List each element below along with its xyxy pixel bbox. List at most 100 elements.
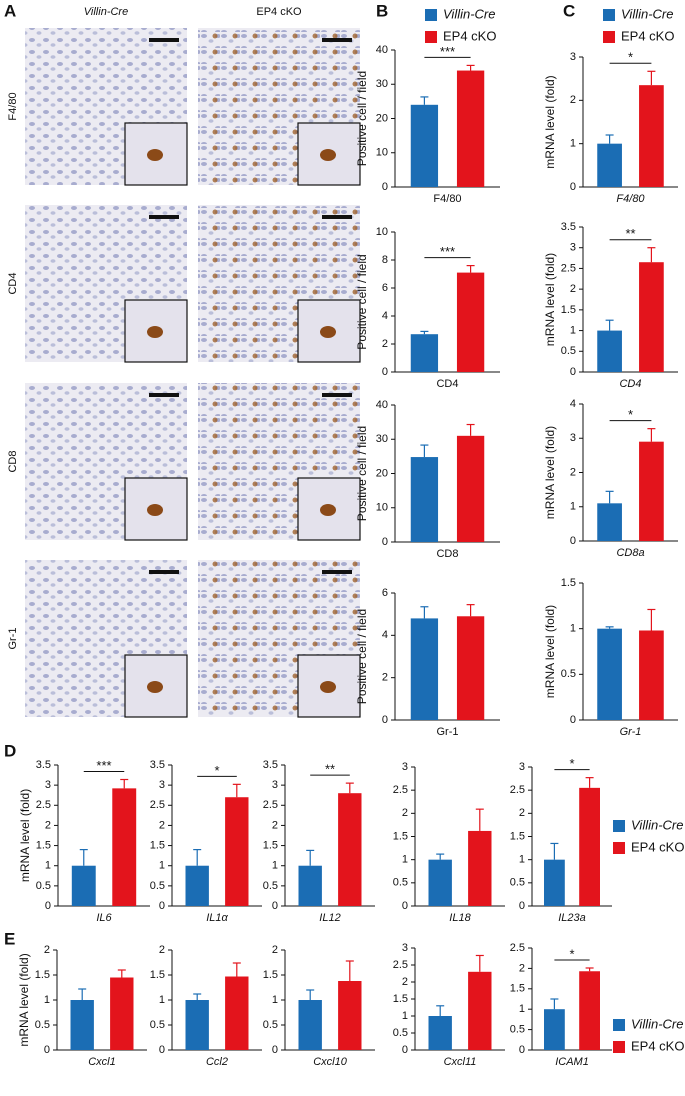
- x-axis-label: IL18: [449, 912, 471, 924]
- y-tick-label: 0: [382, 714, 388, 726]
- y-axis-label: mRNA level (fold): [543, 605, 557, 698]
- y-tick-label: 0.5: [510, 877, 525, 889]
- x-axis-label: Gr-1: [437, 726, 459, 738]
- y-tick-label: 0.5: [35, 1019, 50, 1031]
- y-tick-label: 3: [45, 779, 51, 791]
- y-axis-label: mRNA level (fold): [543, 253, 557, 346]
- x-axis-label: ICAM1: [555, 1056, 589, 1068]
- y-tick-label: 0: [570, 535, 576, 547]
- y-tick-label: 2: [159, 819, 165, 831]
- bar: [71, 865, 96, 906]
- y-tick-label: 0.5: [36, 880, 51, 892]
- row-label: CD4: [7, 272, 19, 294]
- bar: [410, 334, 439, 372]
- y-tick-label: 2: [570, 283, 576, 295]
- bar: [110, 977, 134, 1050]
- bar: [338, 981, 362, 1050]
- bar: [185, 865, 209, 906]
- bar: [185, 1000, 209, 1050]
- y-tick-label: 1.5: [35, 969, 50, 981]
- x-axis-label: CD8a: [616, 547, 644, 559]
- inset-cell: [320, 504, 336, 516]
- x-axis-label: Cxcl10: [313, 1056, 348, 1068]
- y-tick-label: 1: [570, 623, 576, 635]
- x-axis-label: Ccl2: [206, 1056, 228, 1068]
- y-tick-label: 0: [44, 1044, 50, 1056]
- y-tick-label: 1.5: [561, 304, 576, 316]
- x-axis-label: IL6: [96, 912, 112, 924]
- y-tick-label: 0.5: [150, 880, 165, 892]
- x-axis-label: Cxcl1: [88, 1056, 116, 1068]
- x-axis-label: Gr-1: [620, 726, 642, 738]
- legend-swatch: [613, 1019, 625, 1031]
- y-tick-label: 1.5: [393, 993, 408, 1005]
- bar: [428, 1016, 452, 1050]
- row-label: Gr-1: [7, 628, 19, 650]
- y-tick-label: 2: [272, 819, 278, 831]
- y-tick-label: 2: [570, 466, 576, 478]
- bar: [456, 435, 485, 542]
- y-tick-label: 2.5: [510, 942, 525, 954]
- panel-label: E: [4, 929, 15, 948]
- legend-label: Villin-Cre: [443, 6, 496, 21]
- y-tick-label: 2: [272, 944, 278, 956]
- legend-swatch: [425, 9, 437, 21]
- y-tick-label: 1.5: [510, 983, 525, 995]
- y-tick-label: 0.5: [263, 880, 278, 892]
- y-tick-label: 3: [402, 942, 408, 954]
- panel-label: B: [376, 1, 388, 20]
- y-tick-label: 10: [376, 502, 388, 514]
- bar: [468, 830, 492, 906]
- y-tick-label: 1: [159, 994, 165, 1006]
- y-tick-label: 2: [519, 807, 525, 819]
- x-axis-label: IL1α: [206, 912, 228, 924]
- y-tick-label: 0: [402, 1044, 408, 1056]
- y-tick-label: 0: [519, 900, 525, 912]
- y-tick-label: 0.5: [150, 1019, 165, 1031]
- y-tick-label: 1: [44, 994, 50, 1006]
- column-label: EP4 cKO: [256, 6, 302, 18]
- y-tick-label: 2.5: [561, 262, 576, 274]
- bar: [597, 628, 622, 720]
- y-tick-label: 3: [402, 761, 408, 773]
- bar: [428, 859, 452, 906]
- y-tick-label: 0: [570, 714, 576, 726]
- legend-label: EP4 cKO: [621, 28, 674, 43]
- y-tick-label: 1: [519, 1003, 525, 1015]
- y-tick-label: 0: [570, 181, 576, 193]
- bar: [410, 457, 439, 542]
- significance: *: [628, 50, 633, 65]
- y-axis-label: Positive cell / field: [355, 609, 369, 704]
- y-tick-label: 3: [159, 779, 165, 791]
- y-tick-label: 1: [272, 994, 278, 1006]
- legend-swatch: [613, 820, 625, 832]
- y-tick-label: 2.5: [36, 799, 51, 811]
- y-axis-label: mRNA level (fold): [543, 426, 557, 519]
- y-tick-label: 2: [402, 807, 408, 819]
- y-tick-label: 2.5: [510, 784, 525, 796]
- x-axis-label: IL12: [319, 912, 340, 924]
- bar: [225, 797, 249, 906]
- y-tick-label: 0: [272, 1044, 278, 1056]
- x-axis-label: CD8: [436, 548, 458, 560]
- y-tick-label: 3.5: [150, 759, 165, 771]
- bar: [468, 971, 492, 1050]
- y-tick-label: 1: [519, 854, 525, 866]
- y-tick-label: 2: [519, 962, 525, 974]
- bar: [410, 618, 439, 720]
- bar: [544, 1009, 565, 1050]
- legend-label: Villin-Cre: [631, 817, 684, 832]
- y-tick-label: 2: [45, 819, 51, 831]
- legend-label: EP4 cKO: [443, 28, 496, 43]
- y-tick-label: 0: [159, 900, 165, 912]
- y-tick-label: 40: [376, 399, 388, 411]
- y-tick-label: 3: [272, 779, 278, 791]
- y-axis-label: Positive cell / field: [355, 254, 369, 349]
- y-tick-label: 10: [376, 147, 388, 159]
- y-tick-label: 0: [272, 900, 278, 912]
- bar: [338, 793, 362, 906]
- significance: **: [325, 762, 335, 777]
- y-tick-label: 1.5: [150, 839, 165, 851]
- y-tick-label: 2: [570, 94, 576, 106]
